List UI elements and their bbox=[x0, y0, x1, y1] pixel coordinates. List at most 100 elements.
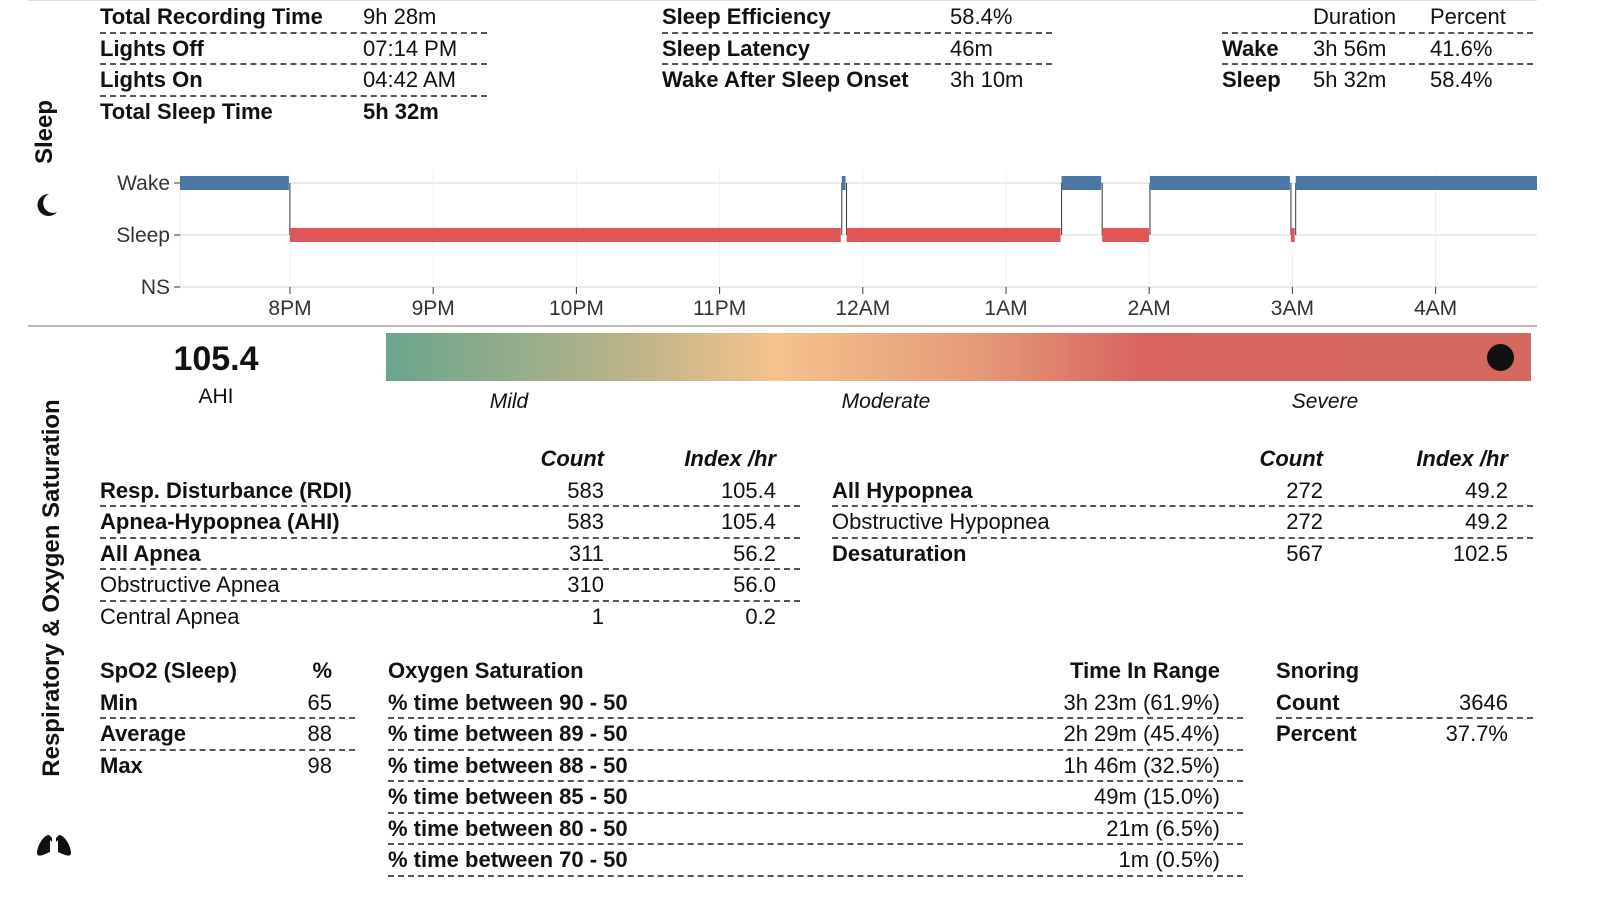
row-count: 583 bbox=[567, 509, 604, 534]
stage-summary-table: Duration Percent Wake 3h 56m 41.6% Sleep 5h 32… bbox=[1222, 2, 1533, 97]
table-row: Lights On 04:42 AM bbox=[100, 65, 487, 97]
row-label: Central Apnea bbox=[100, 603, 240, 629]
hypnogram-chart: Wake Sleep NS 8PM 9PM 10PM 11PM 12AM 1AM 2AM 3AM 4A… bbox=[116, 170, 1537, 320]
row-label: Apnea-Hypopnea (AHI) bbox=[100, 509, 340, 534]
row-label: Total Recording Time bbox=[100, 4, 323, 29]
table-row: Lights Off 07:14 PM bbox=[100, 34, 487, 65]
row-value: 88 bbox=[307, 721, 332, 746]
row-label: % time between 90 - 50 bbox=[388, 689, 628, 715]
row-value: 3h 10m bbox=[950, 67, 1024, 92]
row-value: 1h 46m (32.5%) bbox=[1063, 752, 1220, 778]
table-row: Wake 3h 56m 41.6% bbox=[1222, 34, 1533, 65]
ahi-value: 105.4 bbox=[173, 340, 259, 378]
row-label: Lights On bbox=[100, 67, 203, 92]
table-row: Oxygen Saturation Time In Range bbox=[388, 656, 1243, 688]
x-tick-label: 1AM bbox=[984, 297, 1027, 320]
snoring-table: Snoring Count 3646 Percent 37.7% bbox=[1276, 656, 1533, 751]
scale-label-moderate: Moderate bbox=[841, 390, 931, 413]
row-label: % time between 80 - 50 bbox=[388, 815, 628, 841]
scale-label-mild: Mild bbox=[489, 390, 529, 413]
table-row: Count Index /hr bbox=[832, 444, 1533, 476]
x-tick-label: 3AM bbox=[1271, 297, 1314, 320]
row-index: 49.2 bbox=[1465, 509, 1508, 534]
row-duration: 3h 56m bbox=[1313, 35, 1387, 61]
row-index: 102.5 bbox=[1452, 540, 1508, 566]
table-row: SpO2 (Sleep)% bbox=[100, 656, 355, 688]
row-value: 1m (0.5%) bbox=[1118, 847, 1220, 872]
table-row: % time between 70 - 50 1m (0.5%) bbox=[388, 845, 1243, 877]
row-label: All Hypopnea bbox=[832, 477, 973, 503]
row-label: Desaturation bbox=[832, 540, 967, 566]
row-percent: 58.4% bbox=[1430, 67, 1493, 92]
table-row: Min 65 bbox=[100, 688, 355, 719]
table-row: All Apnea 311 56.2 bbox=[100, 539, 800, 570]
row-count: 272 bbox=[1286, 509, 1323, 534]
x-tick-label: 8PM bbox=[268, 297, 311, 320]
row-label: All Apnea bbox=[100, 540, 201, 566]
row-label: % time between 88 - 50 bbox=[388, 752, 628, 778]
column-header: SpO2 (Sleep) bbox=[100, 658, 237, 683]
scale-label-severe: Severe bbox=[1291, 390, 1359, 413]
table-row: % time between 85 - 50 49m (15.0%) bbox=[388, 782, 1243, 814]
row-count: 583 bbox=[567, 477, 604, 503]
row-value: 5h 32m bbox=[363, 98, 439, 124]
table-row: Average 88 bbox=[100, 719, 355, 751]
row-value: 65 bbox=[307, 689, 332, 715]
row-label: Total Sleep Time bbox=[100, 98, 273, 124]
row-label: Percent bbox=[1276, 721, 1357, 746]
section-divider bbox=[28, 325, 1537, 327]
column-header: Percent bbox=[1430, 4, 1506, 29]
row-label: Average bbox=[100, 721, 187, 746]
column-header: Oxygen Saturation bbox=[388, 658, 584, 683]
table-row: % time between 88 - 50 1h 46m (32.5%) bbox=[388, 751, 1243, 782]
table-row: Max 98 bbox=[100, 751, 355, 783]
row-label: Sleep bbox=[1222, 67, 1281, 92]
row-label: Obstructive Hypopnea bbox=[832, 509, 1050, 534]
column-header: Snoring bbox=[1276, 658, 1360, 683]
spo2-table: SpO2 (Sleep)% Min 65 Average 88 Max 98 bbox=[100, 656, 355, 782]
row-value: 21m (6.5%) bbox=[1106, 815, 1220, 841]
hypnogram-segment-sleep bbox=[289, 228, 841, 242]
hypnogram-segment-sleep bbox=[846, 228, 1061, 242]
table-row: % time between 89 - 50 2h 29m (45.4%) bbox=[388, 719, 1243, 751]
y-tick-label: NS bbox=[141, 276, 170, 299]
row-label: Sleep Efficiency bbox=[662, 4, 831, 29]
hypnogram-segment-sleep bbox=[1102, 228, 1149, 242]
row-value: 3h 23m (61.9%) bbox=[1063, 689, 1220, 715]
y-tick-label: Wake bbox=[117, 172, 170, 195]
ahi-severity-bar bbox=[386, 333, 1531, 381]
hypnogram-segment-wake bbox=[1061, 176, 1102, 190]
row-count: 567 bbox=[1286, 540, 1323, 566]
column-header: Count bbox=[1259, 446, 1323, 471]
row-value: 3646 bbox=[1459, 689, 1508, 715]
row-label: Min bbox=[100, 689, 138, 715]
row-index: 56.0 bbox=[733, 572, 776, 597]
table-row: Central Apnea 1 0.2 bbox=[100, 602, 800, 634]
x-tick-label: 10PM bbox=[549, 297, 604, 320]
table-row: Obstructive Apnea 310 56.0 bbox=[100, 570, 800, 602]
row-label: Wake bbox=[1222, 35, 1279, 61]
row-label: % time between 85 - 50 bbox=[388, 784, 628, 809]
oxygen-saturation-table: Oxygen Saturation Time In Range % time bet… bbox=[388, 656, 1243, 877]
table-row: Duration Percent bbox=[1222, 2, 1533, 34]
hypnogram-segment-wake bbox=[180, 176, 289, 190]
table-row: % time between 80 - 50 21m (6.5%) bbox=[388, 814, 1243, 845]
column-header: Count bbox=[540, 446, 604, 471]
table-row: Count Index /hr bbox=[100, 444, 800, 476]
row-value: 04:42 AM bbox=[363, 67, 456, 92]
x-tick-label: 12AM bbox=[835, 297, 890, 320]
table-row: Sleep Latency 46m bbox=[662, 34, 1052, 65]
row-value: 07:14 PM bbox=[363, 35, 458, 61]
row-index: 0.2 bbox=[745, 603, 776, 629]
row-label: Sleep Latency bbox=[662, 35, 810, 61]
row-label: Count bbox=[1276, 689, 1340, 715]
hypnogram-segment-sleep bbox=[1290, 228, 1295, 242]
table-row: Desaturation 567 102.5 bbox=[832, 539, 1533, 571]
table-row: Obstructive Hypopnea 272 49.2 bbox=[832, 507, 1533, 539]
hypnogram-segment-wake bbox=[841, 176, 846, 190]
x-tick-label: 9PM bbox=[412, 297, 455, 320]
row-count: 1 bbox=[591, 603, 604, 629]
row-index: 105.4 bbox=[720, 509, 776, 534]
row-value: 49m (15.0%) bbox=[1094, 784, 1220, 809]
row-value: 58.4% bbox=[950, 4, 1013, 29]
